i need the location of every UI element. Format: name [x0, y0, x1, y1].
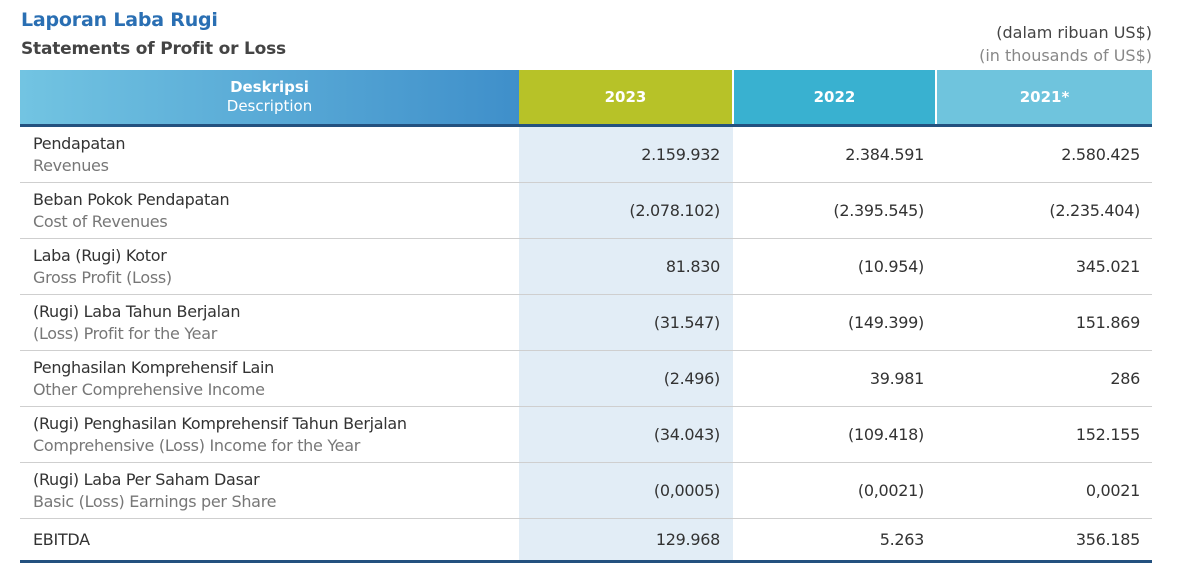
row-label-en: Basic (Loss) Earnings per Share: [33, 491, 277, 511]
column-header-2022: 2022: [732, 70, 936, 127]
row-label-id: (Rugi) Laba Tahun Berjalan: [33, 301, 241, 321]
row-label-id: Pendapatan: [33, 133, 126, 153]
cell-2022: (0,0021): [733, 462, 936, 519]
table-row: Laba (Rugi) Kotor Gross Profit (Loss) 81.8…: [20, 238, 1152, 295]
row-description: (Rugi) Laba Per Saham Dasar Basic (Loss) …: [20, 462, 519, 519]
column-header-desc-id: Deskripsi: [230, 78, 309, 96]
cell-2021: 0,0021: [936, 462, 1152, 519]
cell-2023: (2.496): [519, 350, 733, 407]
cell-2021: 286: [936, 350, 1152, 407]
table-row: Pendapatan Revenues 2.159.932 2.384.591 2.58…: [20, 125, 1152, 183]
cell-2021: 2.580.425: [936, 125, 1152, 183]
row-label-id: Penghasilan Komprehensif Lain: [33, 357, 274, 377]
cell-2022: 5.263: [733, 518, 936, 563]
table-row: Penghasilan Komprehensif Lain Other Compr…: [20, 350, 1152, 407]
cell-2022: (2.395.545): [733, 182, 936, 239]
row-label-en: Other Comprehensive Income: [33, 379, 265, 399]
cell-2022: 2.384.591: [733, 125, 936, 183]
row-description: Laba (Rugi) Kotor Gross Profit (Loss): [20, 238, 519, 295]
report-title-en: Statements of Profit or Loss: [21, 39, 286, 59]
row-description: Penghasilan Komprehensif Lain Other Compr…: [20, 350, 519, 407]
column-header-desc-en: Description: [226, 97, 313, 115]
column-header-2023: 2023: [519, 70, 733, 127]
table-row: Beban Pokok Pendapatan Cost of Revenues (2…: [20, 182, 1152, 239]
report-title-id: Laporan Laba Rugi: [21, 9, 218, 31]
row-label-en: (Loss) Profit for the Year: [33, 323, 217, 343]
row-label-id: (Rugi) Laba Per Saham Dasar: [33, 469, 260, 489]
cell-2023: (2.078.102): [519, 182, 733, 239]
table-header-row: Deskripsi Description 2023 2022 2021*: [20, 70, 1152, 127]
row-label-en: Cost of Revenues: [33, 211, 168, 231]
row-description: (Rugi) Laba Tahun Berjalan (Loss) Profit …: [20, 294, 519, 351]
cell-2021: 356.185: [936, 518, 1152, 563]
row-label-id: Laba (Rugi) Kotor: [33, 245, 167, 265]
cell-2023: (31.547): [519, 294, 733, 351]
table-row: (Rugi) Laba Tahun Berjalan (Loss) Profit …: [20, 294, 1152, 351]
cell-2023: 2.159.932: [519, 125, 733, 183]
cell-2023: 129.968: [519, 518, 733, 563]
row-description: EBITDA: [20, 518, 519, 563]
table-row: (Rugi) Laba Per Saham Dasar Basic (Loss) …: [20, 462, 1152, 519]
cell-2022: (109.418): [733, 406, 936, 463]
row-label-en: Revenues: [33, 155, 109, 175]
row-description: (Rugi) Penghasilan Komprehensif Tahun Be…: [20, 406, 519, 463]
unit-note-id: (dalam ribuan US$): [996, 23, 1152, 42]
row-label-id: Beban Pokok Pendapatan: [33, 189, 230, 209]
table-row: (Rugi) Penghasilan Komprehensif Tahun Be…: [20, 406, 1152, 463]
cell-2023: 81.830: [519, 238, 733, 295]
row-label-id: (Rugi) Penghasilan Komprehensif Tahun Be…: [33, 413, 407, 433]
cell-2021: (2.235.404): [936, 182, 1152, 239]
cell-2021: 345.021: [936, 238, 1152, 295]
column-header-description: Deskripsi Description: [20, 70, 519, 127]
cell-2021: 152.155: [936, 406, 1152, 463]
table-row: EBITDA 129.968 5.263 356.185: [20, 518, 1152, 563]
row-description: Beban Pokok Pendapatan Cost of Revenues: [20, 182, 519, 239]
row-description: Pendapatan Revenues: [20, 125, 519, 183]
row-label-en: Comprehensive (Loss) Income for the Year: [33, 435, 361, 455]
cell-2022: 39.981: [733, 350, 936, 407]
cell-2022: (149.399): [733, 294, 936, 351]
cell-2021: 151.869: [936, 294, 1152, 351]
row-label-id: EBITDA: [33, 529, 90, 549]
unit-note-en: (in thousands of US$): [979, 46, 1152, 65]
profit-loss-table: Deskripsi Description 2023 2022 2021* Pe…: [20, 70, 1152, 563]
cell-2023: (34.043): [519, 406, 733, 463]
cell-2023: (0,0005): [519, 462, 733, 519]
column-header-2021: 2021*: [935, 70, 1152, 127]
row-label-en: Gross Profit (Loss): [33, 267, 172, 287]
cell-2022: (10.954): [733, 238, 936, 295]
